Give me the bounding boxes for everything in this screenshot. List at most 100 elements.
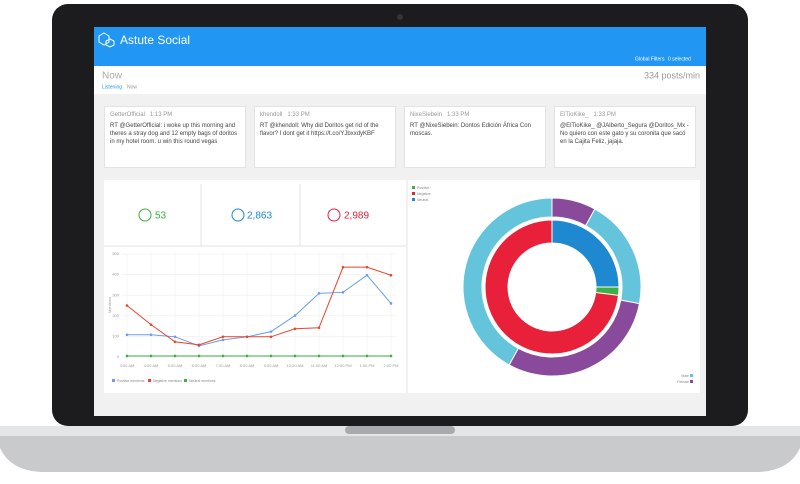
point	[293, 354, 297, 358]
legend-label: Positive	[417, 186, 429, 190]
legend-label: Male	[681, 374, 689, 378]
legend-label: Neutral	[417, 198, 429, 202]
x-tick-label: 11:00 AM	[311, 363, 328, 368]
point	[269, 335, 273, 339]
notch	[345, 426, 455, 434]
tweet-user[interactable]: khendoll	[260, 112, 283, 118]
legend-label: Neutral mentions	[189, 379, 216, 383]
tweet-time: 1:33 PM	[593, 112, 616, 118]
series-line	[127, 274, 392, 347]
x-tick-label: 5:00 AM	[168, 363, 183, 368]
point	[389, 354, 393, 358]
page-title: Now	[102, 71, 123, 82]
point	[341, 291, 345, 294]
x-tick-label: 6:00 AM	[192, 363, 207, 368]
point	[389, 302, 393, 305]
subheader	[94, 66, 706, 94]
legend-swatch	[184, 379, 187, 382]
point	[221, 354, 225, 358]
point	[365, 265, 369, 269]
positive-count: 53	[155, 211, 167, 222]
point	[149, 354, 153, 358]
tweet-user[interactable]: ElTioKike_	[560, 112, 589, 118]
x-tick-label: 8:00 AM	[240, 363, 255, 368]
x-tick-label: 3:00 AM	[120, 363, 135, 368]
tweet-meta: GetterOfficial 1:13 PM	[110, 111, 240, 119]
legend-label: Negative	[417, 192, 431, 196]
sentiment-panel	[104, 180, 406, 393]
tweet-meta: ElTioKike_ 1:33 PM	[560, 111, 690, 119]
charts: 0 100 200 300 400 500 3:00 AM 4:00 AM 5:00 AM 6:0…	[107, 186, 693, 384]
x-tick-label: 7:00 AM	[216, 363, 231, 368]
point	[245, 335, 249, 339]
point	[341, 265, 345, 269]
legend-label: Female	[677, 380, 689, 384]
tweet-card: ElTioKike_ 1:33 PM @ElTioKike_ @JAlberto_…	[554, 106, 696, 168]
point	[341, 354, 345, 358]
app-title: Astute Social	[120, 33, 190, 47]
x-tick-label: 12:00 PM	[334, 363, 351, 368]
point	[125, 304, 129, 307]
point	[245, 354, 249, 358]
series-line	[126, 266, 392, 346]
tweet-user[interactable]: GetterOfficial	[110, 112, 145, 118]
point	[125, 333, 129, 337]
header-bar	[94, 27, 706, 66]
tweet-time: 1:33 PM	[447, 112, 470, 118]
point	[149, 333, 153, 337]
donut-segment	[484, 219, 620, 355]
point	[197, 343, 201, 347]
point	[317, 326, 321, 330]
legend-label: Positive mentions	[117, 379, 145, 383]
y-axis-label: Mentions	[107, 297, 112, 313]
legend-swatch	[690, 380, 693, 383]
point	[125, 354, 129, 358]
point	[149, 323, 153, 326]
legend-swatch	[690, 374, 693, 377]
tweet-text: RT @khendoll: Why did Doritos get rid of…	[260, 123, 379, 138]
y-tick-label: 400	[112, 272, 119, 277]
posts-rate: 334 posts/min	[644, 70, 700, 80]
tweet-card: NixeSiebein 1:33 PM RT @NixeSiebein: Dont…	[404, 106, 546, 168]
y-tick-label: 0	[117, 354, 120, 359]
point	[173, 335, 177, 339]
y-tick-label: 300	[112, 292, 119, 297]
point	[389, 273, 393, 277]
point	[293, 327, 297, 331]
positive-icon	[138, 208, 152, 222]
tweet-text: @ElTioKike_ @JAlberto_Segura @Doritos_Mx…	[560, 123, 689, 146]
point	[365, 354, 369, 358]
point	[365, 273, 369, 277]
x-tick-label: 10:00 AM	[287, 363, 304, 368]
tweet-card: GetterOfficial 1:13 PM RT @GetterOfficial…	[104, 106, 246, 168]
point	[221, 338, 225, 342]
negative-icon	[327, 208, 341, 222]
point	[269, 330, 273, 333]
neutral-icon	[231, 208, 245, 222]
tweet-meta: khendoll 1:33 PM	[260, 111, 390, 119]
negative-count: 2,989	[344, 211, 369, 222]
y-tick-label: 500	[112, 251, 119, 256]
tweet-meta: NixeSiebein 1:33 PM	[410, 111, 540, 119]
breadcrumb: Now	[127, 84, 137, 90]
point	[293, 314, 297, 317]
legend-label: Negative mentions	[153, 379, 182, 383]
point	[197, 354, 201, 358]
x-tick-label: 9:00 AM	[264, 363, 279, 368]
legend-swatch	[112, 379, 115, 382]
x-tick-label: 1:00 PM	[360, 363, 375, 368]
tweet-text: RT @NixeSiebein: Dontos Edición África C…	[410, 123, 531, 138]
legend-swatch	[412, 192, 415, 195]
tweet-user[interactable]: NixeSiebein	[410, 112, 443, 118]
point	[173, 340, 177, 344]
selected-filters[interactable]: 0 selected	[668, 56, 691, 62]
base	[0, 426, 800, 472]
neutral-count: 2,863	[247, 211, 272, 222]
breadcrumb[interactable]: Listening	[102, 84, 122, 90]
legend-swatch	[412, 186, 415, 189]
x-tick-label: 2:00 PM	[384, 363, 399, 368]
point	[317, 292, 321, 295]
global-filters[interactable]: Global Filters	[635, 56, 665, 62]
